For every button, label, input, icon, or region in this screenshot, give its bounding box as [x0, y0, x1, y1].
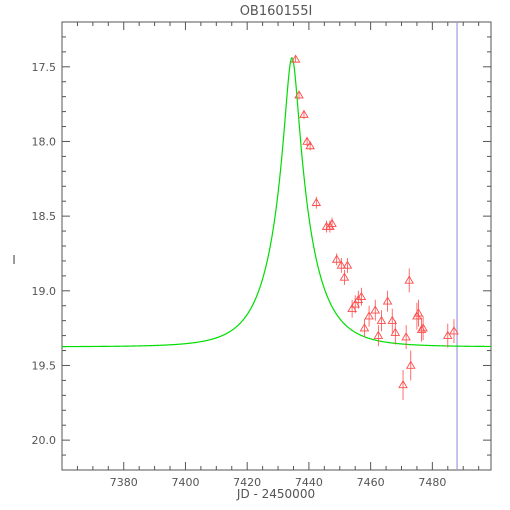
x-axis-label: JD - 2450000: [236, 487, 315, 501]
y-tick-label: 18.0: [32, 135, 57, 148]
triangle-marker: [302, 136, 312, 145]
y-axis-ticks: [62, 21, 491, 471]
y-tick-label: 18.5: [32, 210, 57, 223]
triangle-marker: [290, 54, 301, 63]
triangle-marker: [413, 308, 424, 317]
triangle-marker: [350, 299, 360, 308]
triangle-marker: [390, 327, 401, 336]
data-point: [370, 299, 381, 321]
data-point: [387, 308, 398, 333]
triangle-marker: [311, 197, 322, 206]
data-point: [342, 257, 353, 273]
x-tick-label: 7400: [171, 476, 199, 489]
data-point: [373, 325, 384, 347]
x-axis-tick-labels: 7380 7400 7420 7440 7460 7480: [110, 476, 447, 489]
triangle-marker: [342, 260, 353, 269]
y-tick-label: 19.0: [32, 285, 57, 298]
triangle-marker: [401, 332, 411, 341]
x-tick-label: 7460: [357, 476, 385, 489]
model-fit-line: [62, 56, 491, 348]
data-point: [364, 305, 374, 327]
data-point: [290, 54, 301, 63]
data-point: [404, 268, 414, 293]
triangle-marker: [299, 109, 309, 118]
data-points: [290, 54, 459, 400]
data-point: [416, 317, 427, 342]
x-tick-label: 7420: [233, 476, 261, 489]
data-point: [356, 287, 367, 306]
x-tick-label: 7480: [418, 476, 446, 489]
y-tick-label: 17.5: [32, 61, 57, 74]
triangle-marker: [398, 379, 408, 389]
triangle-marker: [405, 360, 416, 369]
triangle-marker: [370, 305, 381, 314]
y-axis-tick-labels: 17.5 18.0 18.5 19.0 19.5 20.0: [32, 61, 57, 447]
triangle-marker: [294, 90, 304, 99]
triangle-marker: [331, 254, 342, 263]
data-point: [305, 141, 315, 151]
data-point: [331, 253, 342, 266]
x-tick-label: 7440: [295, 476, 323, 489]
data-point: [336, 257, 347, 273]
data-point: [302, 136, 312, 146]
data-point: [413, 299, 424, 327]
chart-title: OB160155I: [240, 4, 313, 19]
triangle-marker: [376, 315, 387, 324]
triangle-marker: [359, 323, 370, 332]
data-point: [311, 196, 322, 209]
triangle-marker: [449, 326, 459, 335]
data-point: [347, 299, 357, 318]
data-point: [449, 319, 459, 344]
y-tick-label: 20.0: [32, 434, 57, 447]
triangle-marker: [356, 291, 367, 301]
data-point: [339, 269, 350, 285]
data-point: [359, 319, 370, 338]
triangle-marker: [305, 141, 315, 150]
triangle-marker: [373, 330, 384, 339]
triangle-marker: [416, 324, 427, 333]
model-curve: [62, 56, 491, 348]
triangle-marker: [339, 272, 350, 281]
data-point: [390, 320, 401, 345]
x-axis-ticks: [76, 22, 480, 470]
y-axis-label: I: [12, 253, 16, 267]
data-point: [398, 369, 408, 400]
data-point: [382, 290, 393, 312]
data-point: [327, 217, 337, 230]
data-point: [405, 350, 416, 381]
data-point: [294, 90, 304, 100]
triangle-marker: [364, 311, 374, 320]
data-point: [299, 109, 309, 120]
triangle-marker: [443, 330, 453, 339]
data-point: [418, 316, 428, 341]
triangle-marker: [336, 260, 347, 269]
triangle-marker: [347, 303, 357, 312]
x-tick-label: 7380: [110, 476, 138, 489]
plot-frame: [61, 21, 492, 471]
triangle-marker: [404, 275, 414, 284]
data-point: [350, 295, 360, 314]
triangle-marker: [382, 296, 393, 305]
data-point: [376, 310, 387, 332]
triangle-marker: [387, 315, 398, 324]
data-point: [443, 323, 453, 348]
triangle-marker: [327, 218, 337, 227]
triangle-marker: [418, 323, 428, 332]
y-tick-label: 19.5: [32, 359, 57, 372]
data-point: [401, 325, 411, 350]
